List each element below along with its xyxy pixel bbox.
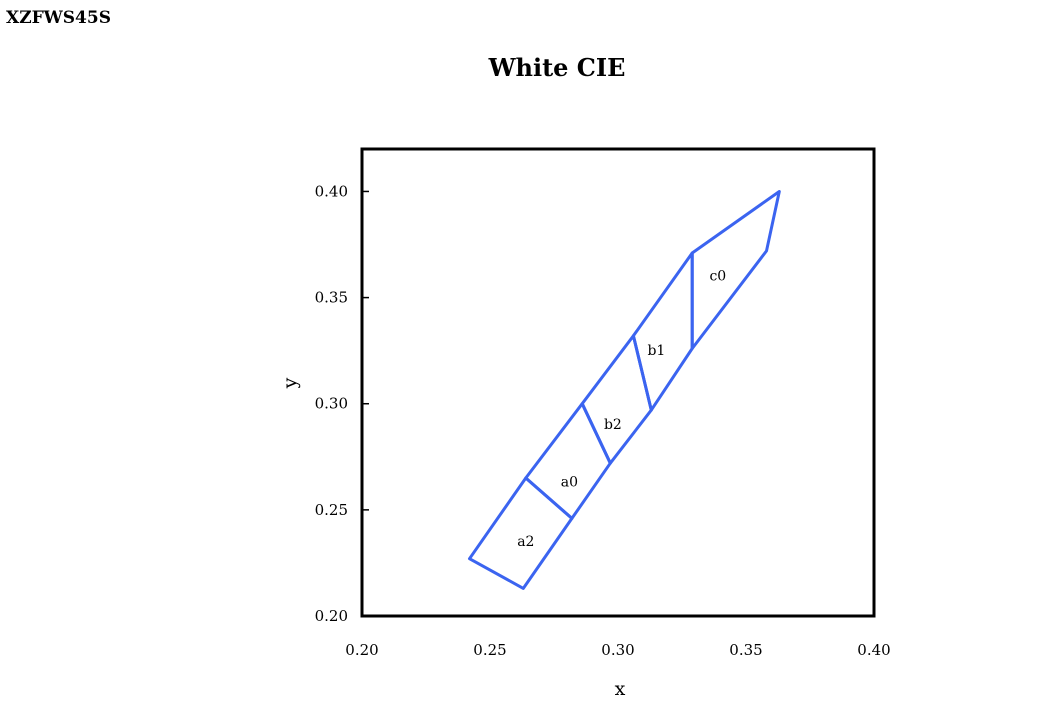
plot-frame: [360, 147, 876, 618]
x-tick-label: 0.35: [729, 641, 762, 659]
y-tick-label: 0.20: [315, 607, 348, 625]
chart-title: White CIE: [488, 53, 626, 82]
region-c0-outline: [690, 190, 781, 350]
region-b1-outline: [631, 251, 694, 412]
x-axis-label: x: [615, 678, 626, 700]
x-tick-label: 0.20: [345, 641, 378, 659]
chromaticity-regions: a2 a0 b2 b1 c0: [468, 190, 781, 590]
region-a0-label: a0: [561, 475, 578, 491]
region-a2-label: a2: [517, 534, 534, 550]
region-b2-label: b2: [604, 417, 622, 433]
y-axis-label: y: [279, 377, 301, 389]
x-tick-label: 0.25: [473, 641, 506, 659]
axis-ticks: 0.20 0.25 0.30 0.35 0.40 0.20 0.25 0.30 0.35 0.40: [315, 182, 891, 659]
x-tick-label: 0.30: [601, 641, 634, 659]
region-b2-outline: [580, 334, 653, 465]
region-a0-outline: [524, 402, 612, 520]
region-b1-label: b1: [647, 343, 665, 359]
region-c0-label: c0: [709, 269, 726, 285]
x-tick-label: 0.40: [857, 641, 890, 659]
y-tick-label: 0.30: [315, 395, 348, 413]
y-tick-label: 0.40: [315, 182, 348, 200]
chart-code-label: XZFWS45S: [6, 8, 111, 28]
y-tick-label: 0.35: [315, 289, 348, 307]
y-tick-label: 0.25: [315, 501, 348, 519]
